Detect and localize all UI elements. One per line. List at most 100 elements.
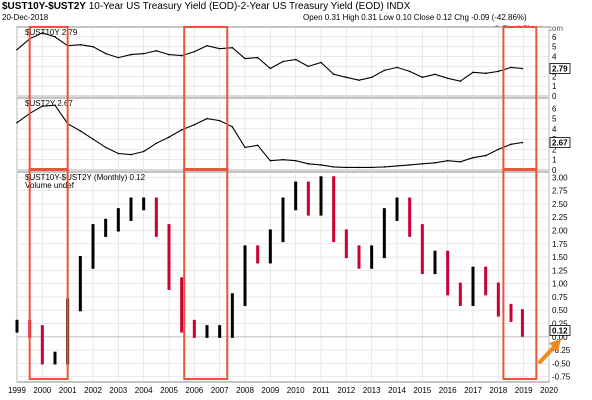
data-point [231, 46, 234, 49]
x-tick-label: 2004 [135, 386, 153, 395]
data-point [269, 159, 272, 162]
data-point [320, 164, 322, 166]
data-point [345, 76, 348, 79]
data-point [155, 49, 158, 52]
data-point [396, 66, 398, 69]
highlight-box-upper [502, 26, 538, 171]
data-point [79, 130, 82, 132]
data-point [294, 159, 297, 162]
last-value-label: 2.79 [552, 64, 568, 73]
x-tick-label: 2017 [464, 386, 482, 395]
data-point [307, 163, 310, 165]
y-tick-label: 3.00 [552, 173, 568, 182]
y-tick-label: 1 [552, 156, 557, 165]
data-point [497, 148, 500, 151]
x-tick-label: 2020 [540, 386, 558, 395]
data-point [421, 76, 424, 79]
data-point [332, 73, 335, 76]
data-point [256, 144, 259, 147]
data-point [16, 48, 18, 51]
data-point [383, 69, 386, 72]
data-point [434, 73, 436, 76]
data-point [104, 52, 107, 55]
data-point [446, 77, 449, 80]
data-point [408, 164, 411, 166]
x-tick-label: 2019 [515, 386, 533, 395]
x-tick-label: 2015 [413, 386, 431, 395]
data-point [459, 160, 462, 163]
y-tick-label: 5 [552, 43, 557, 52]
data-point [383, 166, 386, 168]
y-tick-label: 0.25 [552, 320, 568, 329]
data-point [497, 70, 500, 73]
data-point [244, 57, 246, 60]
data-point [472, 71, 474, 74]
data-point [358, 166, 360, 169]
y-tick-label: 2.75 [552, 187, 568, 196]
y-tick-label: 2 [552, 145, 557, 154]
data-point [180, 129, 183, 131]
y-tick-label: -0.25 [552, 346, 571, 355]
data-point [370, 76, 373, 79]
data-point [370, 166, 373, 169]
data-point [206, 44, 208, 47]
legend-entry: $UST10Y-$UST2Y (Monthly) 0.12 [25, 173, 146, 182]
x-tick-label: 2010 [287, 386, 305, 395]
data-point [180, 54, 183, 57]
data-point [459, 80, 462, 83]
data-point [510, 66, 512, 69]
data-point [434, 162, 436, 164]
y-tick-label: 1.50 [552, 253, 568, 262]
x-tick-label: 2007 [211, 386, 229, 395]
y-tick-label: 2.00 [552, 226, 568, 235]
x-tick-label: 2000 [33, 386, 51, 395]
data-point [421, 163, 424, 165]
y-tick-label: 0 [552, 92, 557, 101]
data-point [484, 154, 487, 157]
y-tick-label: 2.25 [552, 213, 568, 222]
data-point [16, 121, 18, 124]
highlight-box-upper [183, 26, 229, 171]
data-point [472, 156, 474, 159]
data-point [320, 61, 322, 64]
data-point [41, 32, 44, 34]
data-point [307, 65, 310, 68]
x-tick-label: 2016 [439, 386, 457, 395]
y-tick-label: 1.75 [552, 240, 568, 249]
data-point [142, 150, 145, 153]
quote-summary: Open 0.31 High 0.31 Low 0.10 Close 0.12 … [303, 13, 527, 22]
x-tick-label: 2002 [84, 386, 102, 395]
y-tick-label: 5 [552, 115, 557, 124]
y-tick-label: 4 [552, 125, 557, 134]
y-tick-label: -0.75 [552, 373, 571, 382]
arrow-shaft [538, 344, 557, 364]
data-point [244, 146, 246, 149]
x-tick-label: 2012 [337, 386, 355, 395]
x-tick-label: 2001 [59, 386, 77, 395]
y-tick-label: 1 [552, 82, 557, 91]
y-tick-label: 2.50 [552, 200, 568, 209]
symbol-description: 10-Year US Treasury Yield (EOD)-2-Year U… [88, 1, 384, 12]
x-tick-label: 2018 [489, 386, 507, 395]
data-point [396, 165, 398, 167]
last-value-tag [549, 137, 571, 148]
y-tick-label: 0.50 [552, 306, 568, 315]
x-tick-label: 2008 [236, 386, 254, 395]
x-tick-label: 2011 [312, 386, 330, 395]
arrow-head [549, 339, 561, 352]
data-point [269, 67, 272, 70]
data-point [92, 45, 94, 48]
y-tick-label: 1.25 [552, 266, 568, 275]
data-point [117, 152, 120, 155]
data-point [79, 43, 82, 46]
data-point [193, 50, 196, 53]
last-value-label: 2.67 [552, 139, 568, 148]
exchange-label: INDX [386, 1, 411, 12]
y-tick-label: -0.50 [552, 359, 571, 368]
data-point [142, 52, 145, 55]
data-point [282, 158, 284, 161]
x-tick-label: 2006 [185, 386, 203, 395]
x-tick-label: 2005 [160, 386, 178, 395]
legend-entry: $UST2Y 2.67 [25, 99, 73, 108]
